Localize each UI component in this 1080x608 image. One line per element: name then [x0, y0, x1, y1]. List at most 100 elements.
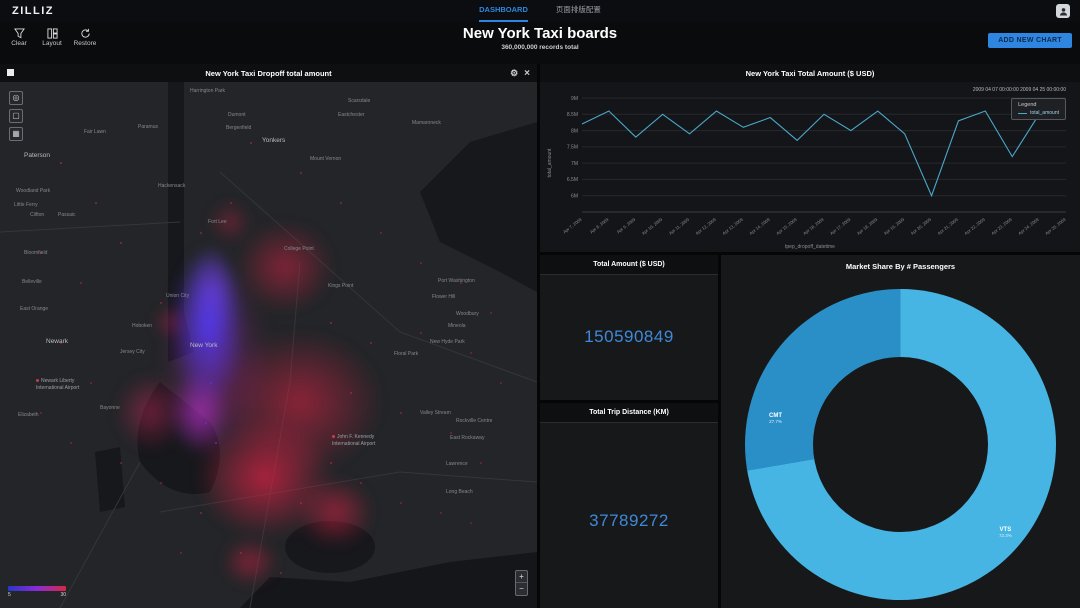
svg-text:7M: 7M	[571, 161, 578, 167]
total-amount-title: Total Amount ($ USD)	[540, 255, 718, 275]
chart-legend[interactable]: Legend total_amount	[1011, 98, 1066, 120]
header-band: New York Taxi boards 360,000,000 records…	[0, 22, 1080, 64]
map-place-label: Little Ferry	[14, 202, 38, 208]
restore-label: Restore	[73, 40, 97, 47]
svg-text:7.5M: 7.5M	[567, 145, 578, 151]
tab-dashboard[interactable]: DASHBOARD	[479, 0, 528, 22]
line-chart-panel: New York Taxi Total Amount ($ USD) 2009 …	[540, 64, 1080, 252]
zoom-out-button[interactable]: −	[519, 584, 524, 593]
map-place-label: Floral Park	[394, 351, 419, 357]
cmt-label: CMT	[769, 413, 782, 419]
svg-text:Apr 18, 2009: Apr 18, 2009	[856, 216, 879, 235]
clear-button[interactable]: Clear	[7, 28, 31, 47]
user-account-button[interactable]	[1056, 4, 1070, 18]
map-place-label: Woodbury	[456, 311, 479, 317]
vts-percent: 72.3%	[999, 533, 1012, 538]
map-place-label: Mamaroneck	[412, 120, 441, 126]
map-panel: New York Taxi Dropoff total amount ⚙ ×	[0, 64, 537, 608]
map-place-label: Scarsdale	[348, 98, 371, 104]
map-panel-title: New York Taxi Dropoff total amount	[205, 68, 332, 78]
map-place-label: Flower Hill	[432, 294, 456, 300]
map-place-label: Jersey City	[120, 349, 145, 355]
svg-text:6M: 6M	[571, 194, 578, 200]
map-place-label: John F. Kennedy International Airport	[332, 434, 376, 447]
total-amount-value: 150590849	[584, 327, 674, 346]
line-panel-header: New York Taxi Total Amount ($ USD)	[540, 64, 1080, 82]
legend-max-value: 30	[60, 592, 66, 598]
map-place-label: Belleville	[22, 279, 42, 285]
clear-label: Clear	[11, 40, 27, 47]
map-place-label: Yonkers	[262, 137, 286, 144]
map-place-label: New Hyde Park	[430, 339, 465, 345]
donut-label-vts: VTS 72.3%	[999, 527, 1012, 538]
map-place-label: Hoboken	[132, 323, 153, 329]
svg-text:Apr 22, 2009: Apr 22, 2009	[963, 216, 986, 235]
records-total: 360,000,000 records total	[501, 44, 579, 51]
map-color-legend: 5 30	[8, 586, 66, 598]
restore-button[interactable]: Restore	[73, 28, 97, 47]
total-amount-card: Total Amount ($ USD) 150590849	[540, 255, 718, 400]
layout-button[interactable]: Layout	[40, 28, 64, 47]
locate-icon[interactable]: ◎	[9, 91, 23, 105]
svg-text:9M: 9M	[571, 96, 578, 102]
map-place-label: Bergenfield	[226, 125, 252, 131]
map-place-label: Paterson	[24, 152, 51, 159]
svg-text:Apr 19, 2009: Apr 19, 2009	[883, 216, 906, 235]
line-panel-title: New York Taxi Total Amount ($ USD)	[745, 68, 875, 78]
svg-text:Apr 16, 2009: Apr 16, 2009	[802, 216, 825, 235]
svg-text:Apr 11, 2009: Apr 11, 2009	[668, 216, 691, 235]
map-place-label: Harrington Park	[190, 88, 226, 94]
map-place-label: Fair Lawn	[84, 129, 106, 135]
map-place-label: New York	[190, 342, 218, 349]
map-panel-header: New York Taxi Dropoff total amount ⚙ ×	[0, 64, 537, 82]
map-place-label: Lawrence	[446, 461, 468, 467]
legend-title: Legend	[1018, 102, 1037, 108]
svg-text:8.5M: 8.5M	[567, 112, 578, 118]
line-chart-svg: 6M 6.5M 7M 7.5M 8M 8.5M 9M Apr 7, 2009 Apr 8, 20…	[562, 96, 1067, 236]
select-area-icon[interactable]: ▦	[9, 127, 23, 141]
vts-label: VTS	[999, 527, 1012, 533]
cmt-percent: 27.7%	[769, 419, 782, 424]
line-chart-area: 2009 04 07 00:00:00 2009 04 25 00:00:00 …	[540, 82, 1080, 252]
donut-panel-title: Market Share By # Passengers	[845, 262, 956, 271]
svg-text:Apr 8, 2009: Apr 8, 2009	[589, 216, 610, 234]
zoom-in-button[interactable]: +	[516, 571, 527, 583]
map-place-label: Paramus	[138, 124, 159, 130]
map-canvas[interactable]: Harrington Park Paramus Dumont Bergenfield F…	[0, 82, 537, 608]
total-distance-card: Total Trip Distance (KM) 37789272	[540, 403, 718, 608]
drag-handle-icon[interactable]	[7, 69, 14, 76]
svg-text:6.5M: 6.5M	[567, 177, 578, 183]
add-new-chart-button[interactable]: ADD NEW CHART	[988, 33, 1072, 48]
close-icon[interactable]: ×	[524, 67, 530, 79]
fit-bounds-icon[interactable]: ▢	[9, 109, 23, 123]
map-labels: Harrington Park Paramus Dumont Bergenfield F…	[0, 82, 537, 608]
brand-logo: ZILLIZ	[12, 5, 54, 17]
topbar: ZILLIZ DASHBOARD 页面排版配置	[0, 0, 1080, 22]
svg-text:Apr 25, 2009: Apr 25, 2009	[1044, 216, 1067, 235]
map-place-label: Valley Stream	[420, 410, 451, 416]
svg-text:Apr 15, 2009: Apr 15, 2009	[775, 216, 798, 235]
taxi-density-heat-layer	[0, 82, 537, 608]
toolbar: Clear Layout Restore	[7, 28, 97, 47]
legend-line-swatch	[1018, 112, 1028, 114]
gear-icon[interactable]: ⚙	[510, 67, 519, 78]
donut-panel: Market Share By # Passengers CMT 27.7% V…	[721, 255, 1080, 608]
svg-text:Apr 23, 2009: Apr 23, 2009	[990, 216, 1013, 235]
donut-label-cmt: CMT 27.7%	[769, 413, 782, 424]
svg-text:Apr 20, 2009: Apr 20, 2009	[910, 216, 933, 235]
y-axis-label: total_amount	[547, 148, 553, 178]
svg-text:Apr 17, 2009: Apr 17, 2009	[829, 216, 852, 235]
map-place-label: Elizabeth	[18, 412, 39, 418]
user-icon	[1059, 7, 1067, 16]
layout-grid-icon	[46, 28, 58, 39]
map-place-label: Newark	[46, 338, 69, 345]
legend-min-value: 5	[8, 592, 11, 598]
map-place-label: Bayonne	[100, 405, 120, 411]
svg-text:Apr 24, 2009: Apr 24, 2009	[1017, 216, 1040, 235]
restore-icon	[80, 28, 90, 38]
tab-layout-config[interactable]: 页面排版配置	[555, 5, 601, 14]
zoom-control: + −	[515, 570, 528, 596]
map-place-label: Port Washington	[438, 278, 475, 284]
map-place-label: Passaic	[58, 212, 76, 218]
map-place-label: Hackensack	[158, 183, 186, 189]
